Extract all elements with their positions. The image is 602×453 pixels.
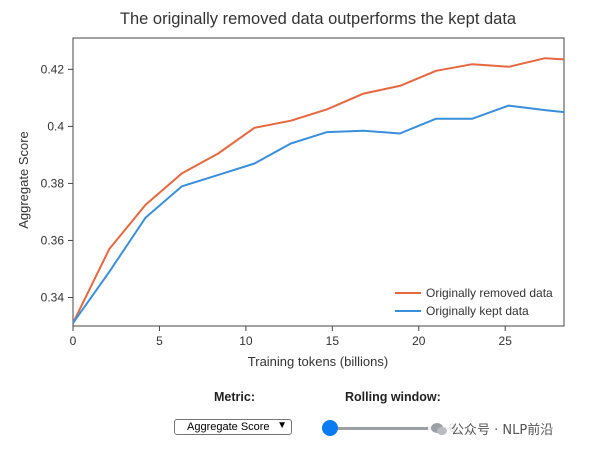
series-line-kept [72,104,565,324]
x-tick-label: 15 [326,334,340,348]
controls-panel [0,380,602,453]
line-chart: The originally removed data outperforms … [16,10,565,369]
metric-select-value: Aggregate Score [187,421,270,433]
legend-label-kept: Originally kept data [426,304,529,318]
x-tick-label: 25 [499,334,513,348]
chevron-down-icon: ▼ [277,420,287,431]
legend-label-removed: Originally removed data [426,286,553,300]
metric-label: Metric: [214,390,255,404]
x-tick-label: 0 [70,334,77,348]
y-tick-label: 0.4 [47,119,64,133]
legend: Originally removed data Originally kept … [395,286,553,318]
rolling-window-slider-track[interactable] [330,427,454,430]
x-tick-label: 5 [156,334,163,348]
x-axis-label: Training tokens (billions) [248,354,388,369]
axes: 0 5 10 15 20 25 0.34 0.36 0.38 0.4 0.42 [41,37,565,348]
chart-title: The originally removed data outperforms … [120,10,517,28]
rolling-window-label: Rolling window: [345,390,441,404]
y-axis-label: Aggregate Score [16,131,31,229]
series-lines [72,57,565,324]
watermark-text: 公众号 · NLP前沿 [451,423,554,438]
y-tick-label: 0.36 [41,233,65,247]
plot-frame [72,37,565,327]
y-tick-label: 0.38 [41,176,65,190]
rolling-window-slider-thumb[interactable] [322,420,338,436]
watermark: 公众号 · NLP前沿 [428,419,556,438]
wechat-icon [431,423,447,435]
y-tick-label: 0.34 [41,290,65,304]
metric-select[interactable]: Aggregate Score ▼ [174,419,292,435]
series-line-removed [72,57,565,324]
x-tick-label: 10 [239,334,253,348]
x-tick-label: 20 [412,334,426,348]
y-tick-label: 0.42 [41,62,65,76]
